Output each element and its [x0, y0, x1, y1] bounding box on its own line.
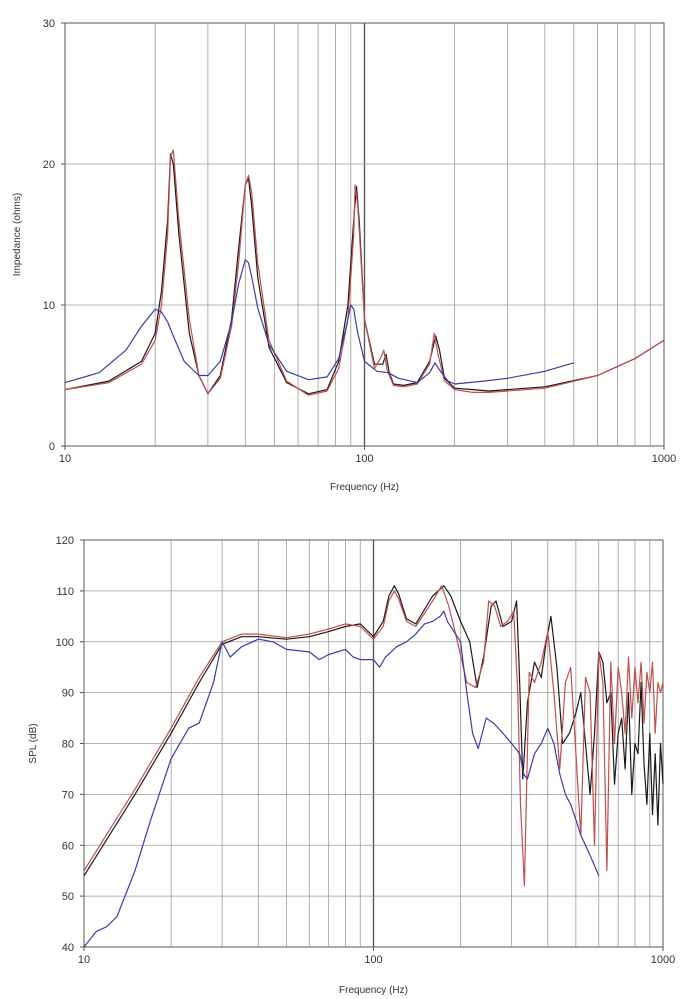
y-tick-label: 100: [56, 637, 74, 649]
series-line-2: [64, 149, 665, 396]
y-axis-label-bottom: SPL (dB): [28, 723, 39, 763]
series-line-3: [64, 259, 574, 385]
x-tick-label: 10: [59, 453, 71, 465]
x-tick-label: 1000: [652, 453, 676, 465]
x-axis-label-top: Frequency (Hz): [330, 482, 399, 493]
x-tick-label: 1000: [651, 954, 675, 966]
series-line-3: [83, 610, 600, 948]
tick-labels-top: 0 10 20 30 10 100 1000: [43, 18, 676, 465]
gridlines-top: [65, 23, 664, 446]
series-group-bottom: [83, 585, 664, 948]
y-tick-label: 70: [62, 789, 74, 801]
y-tick-label: 20: [43, 159, 55, 171]
y-tick-label: 50: [62, 891, 74, 903]
y-tick-label: 60: [62, 840, 74, 852]
y-tick-label: 10: [43, 300, 55, 312]
chart-bottom: 40 50 60 70 80 90 100 110 120 10 100 1000 Frequency…: [28, 535, 675, 996]
y-axis-label-top: Impedance (ohms): [12, 193, 23, 276]
chart-top: 0 10 20 30 10 100 1000 Frequency (Hz) Impedanc…: [12, 18, 676, 493]
series-line-1: [83, 585, 664, 877]
y-tick-label: 80: [62, 739, 74, 751]
series-group-top: [64, 149, 665, 396]
y-tick-label: 0: [49, 441, 55, 453]
x-tick-label: 100: [364, 954, 382, 966]
x-axis-label-bottom: Frequency (Hz): [339, 985, 408, 996]
x-tick-label: 10: [78, 954, 90, 966]
y-tick-label: 90: [62, 688, 74, 700]
tick-labels-bottom: 40 50 60 70 80 90 100 110 120 10 100 1000: [56, 535, 676, 966]
x-tick-label: 100: [355, 453, 373, 465]
gridlines-bottom: [84, 540, 663, 947]
y-tick-label: 110: [56, 586, 74, 598]
y-tick-label: 120: [56, 535, 74, 547]
y-tick-label: 30: [43, 18, 55, 30]
series-line-1: [64, 153, 665, 395]
y-tick-label: 40: [62, 942, 74, 954]
